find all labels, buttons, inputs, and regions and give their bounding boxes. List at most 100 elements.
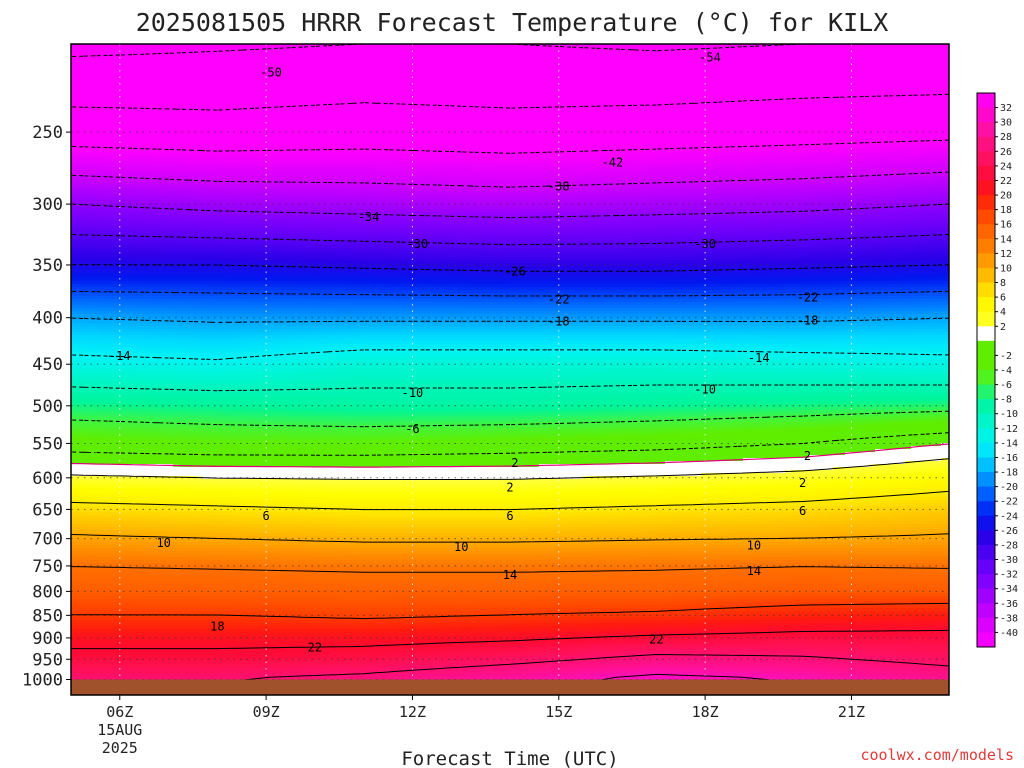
fill-cell xyxy=(311,77,318,81)
fill-cell xyxy=(509,83,516,87)
fill-cell xyxy=(395,56,402,60)
fill-cell xyxy=(191,53,198,57)
fill-cell xyxy=(329,95,336,99)
fill-cell xyxy=(155,65,162,69)
fill-cell xyxy=(623,50,630,54)
fill-cell xyxy=(671,59,678,63)
fill-cell xyxy=(719,53,726,57)
fill-cell xyxy=(167,59,174,63)
fill-cell xyxy=(227,86,234,90)
fill-cell xyxy=(515,92,522,96)
fill-cell xyxy=(95,74,102,78)
fill-cell xyxy=(533,65,540,69)
fill-cell xyxy=(515,59,522,63)
fill-cell xyxy=(413,71,420,75)
fill-cell xyxy=(209,59,216,63)
fill-cell xyxy=(527,44,534,48)
fill-cell xyxy=(395,74,402,78)
fill-cell xyxy=(275,95,282,99)
fill-cell xyxy=(893,62,900,66)
fill-cell xyxy=(719,50,726,54)
fill-cell xyxy=(353,53,360,57)
fill-cell xyxy=(455,44,462,48)
fill-cell xyxy=(887,56,894,60)
fill-cell xyxy=(257,50,264,54)
fill-cell xyxy=(869,71,876,75)
fill-cell xyxy=(305,80,312,84)
fill-cell xyxy=(761,92,768,96)
fill-cell xyxy=(539,92,546,96)
fill-cell xyxy=(761,65,768,69)
fill-cell xyxy=(461,47,468,51)
fill-cell xyxy=(347,62,354,66)
fill-cell xyxy=(101,50,108,54)
fill-cell xyxy=(743,68,750,72)
fill-cell xyxy=(641,47,648,51)
fill-cell xyxy=(149,68,156,72)
fill-cell xyxy=(233,47,240,51)
fill-cell xyxy=(563,65,570,69)
fill-cell xyxy=(365,59,372,63)
fill-cell xyxy=(215,95,222,99)
fill-cell xyxy=(479,80,486,84)
fill-cell xyxy=(185,92,192,96)
fill-cell xyxy=(281,89,288,93)
fill-cell xyxy=(503,77,510,81)
fill-cell xyxy=(359,62,366,66)
fill-cell xyxy=(797,65,804,69)
fill-cell xyxy=(689,89,696,93)
fill-cell xyxy=(131,92,138,96)
fill-cell xyxy=(845,83,852,87)
fill-cell xyxy=(425,92,432,96)
fill-cell xyxy=(527,59,534,63)
fill-cell xyxy=(629,71,636,75)
fill-cell xyxy=(389,44,396,48)
fill-cell xyxy=(773,74,780,78)
fill-cell xyxy=(839,80,846,84)
fill-cell xyxy=(827,65,834,69)
fill-cell xyxy=(683,65,690,69)
fill-cell xyxy=(659,92,666,96)
fill-cell xyxy=(485,53,492,57)
fill-cell xyxy=(167,74,174,78)
fill-cell xyxy=(809,77,816,81)
fill-cell xyxy=(947,83,949,87)
fill-cell xyxy=(731,71,738,75)
fill-cell xyxy=(413,50,420,54)
fill-cell xyxy=(197,86,204,90)
fill-cell xyxy=(281,77,288,81)
fill-cell xyxy=(593,59,600,63)
fill-cell xyxy=(179,95,186,99)
fill-cell xyxy=(881,92,888,96)
fill-cell xyxy=(797,44,804,48)
fill-cell xyxy=(845,53,852,57)
fill-cell xyxy=(389,59,396,63)
fill-cell xyxy=(683,77,690,81)
fill-cell xyxy=(239,59,246,63)
fill-cell xyxy=(515,47,522,51)
fill-cell xyxy=(419,71,426,75)
fill-cell xyxy=(815,50,822,54)
fill-cell xyxy=(947,77,949,81)
fill-cell xyxy=(593,68,600,72)
fill-cell xyxy=(587,68,594,72)
fill-cell xyxy=(335,65,342,69)
fill-cell xyxy=(785,50,792,54)
fill-cell xyxy=(377,56,384,60)
fill-cell xyxy=(929,56,936,60)
fill-cell xyxy=(575,68,582,72)
fill-cell xyxy=(317,89,324,93)
fill-cell xyxy=(551,44,558,48)
fill-cell xyxy=(83,71,90,75)
fill-cell xyxy=(281,44,288,48)
fill-cell xyxy=(821,56,828,60)
fill-cell xyxy=(137,80,144,84)
fill-cell xyxy=(707,62,714,66)
fill-cell xyxy=(161,44,168,48)
fill-cell xyxy=(143,47,150,51)
fill-cell xyxy=(287,56,294,60)
fill-cell xyxy=(413,53,420,57)
fill-cell xyxy=(443,62,450,66)
fill-cell xyxy=(251,92,258,96)
fill-cell xyxy=(383,77,390,81)
